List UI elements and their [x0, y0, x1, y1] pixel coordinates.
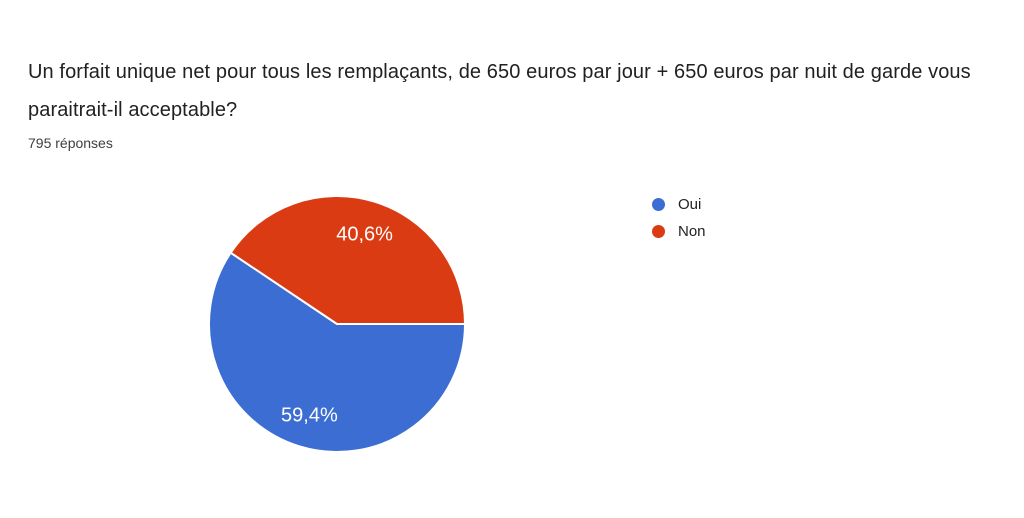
legend-label-non: Non	[678, 223, 706, 240]
pie-slice-non[interactable]	[229, 195, 466, 325]
question-title: Un forfait unique net pour tous les remp…	[28, 61, 971, 121]
legend-item-non: Non	[652, 218, 706, 245]
pie-slice-label-non: 40,6%	[336, 223, 393, 245]
pie-chart: 59,4% 40,6%	[208, 195, 466, 453]
legend-label-oui: Oui	[678, 196, 702, 213]
legend: Oui Non	[652, 191, 706, 245]
responses-count: 795 réponses	[28, 135, 113, 151]
legend-dot-oui	[652, 198, 665, 211]
legend-item-oui: Oui	[652, 191, 706, 218]
legend-dot-non	[652, 225, 665, 238]
pie-slice-oui[interactable]	[208, 251, 466, 453]
pie-slice-label-oui: 59,4%	[281, 405, 338, 427]
